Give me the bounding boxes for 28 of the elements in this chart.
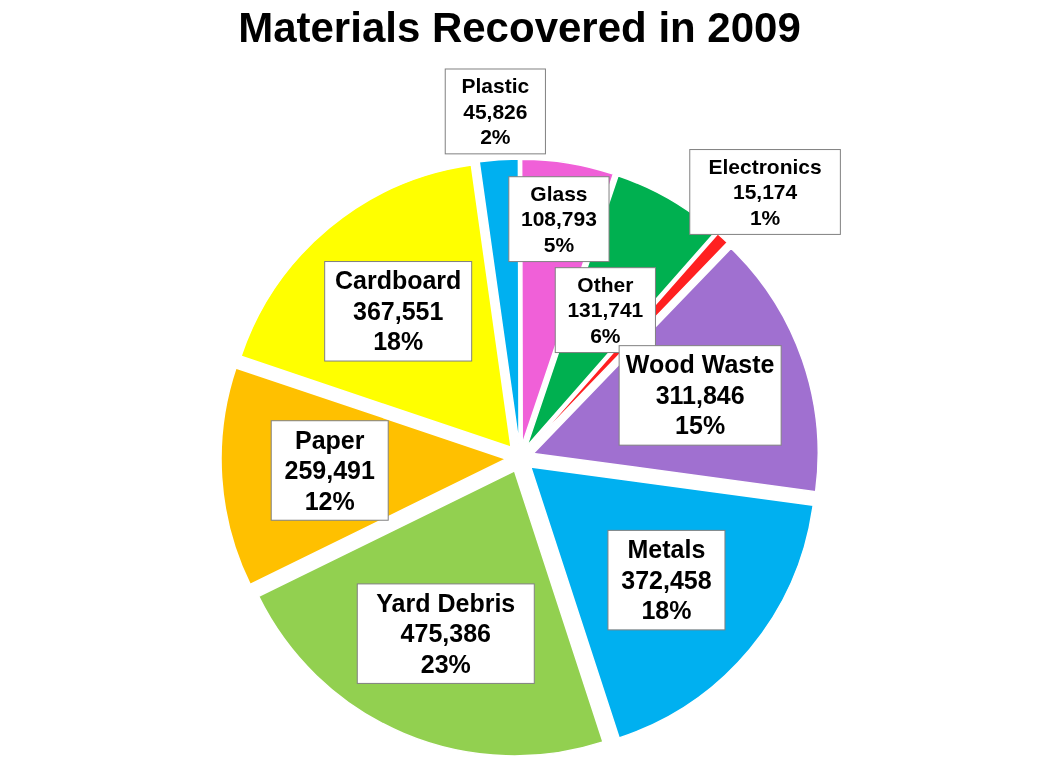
text: 2% <box>480 125 511 149</box>
slice-label: Cardboard <box>334 266 462 295</box>
slice-label: Glass <box>530 181 588 205</box>
slice-label: Paper <box>294 425 365 454</box>
data-label: 15,174 <box>732 180 798 204</box>
text: 1% <box>749 205 781 229</box>
slice-label: Wood Waste <box>625 350 775 379</box>
text: 15% <box>675 411 726 440</box>
data-label: 311,846 <box>655 380 745 409</box>
slice-label: Other <box>577 272 634 296</box>
text: 23% <box>420 649 471 678</box>
text: 5% <box>543 232 575 256</box>
text: 6% <box>590 323 621 347</box>
chart-title: Materials Recovered in 2009 <box>238 4 801 51</box>
text: 18% <box>641 596 692 625</box>
slice-label: Electronics <box>708 154 822 178</box>
data-label: 367,551 <box>352 296 444 325</box>
data-label: 45,826 <box>463 99 528 123</box>
text: 18% <box>373 327 424 356</box>
slice-label: Metals <box>627 535 706 564</box>
slice-label: Plastic <box>461 73 530 97</box>
slice-label: Yard Debris <box>376 588 516 617</box>
data-label: 108,793 <box>520 207 597 231</box>
data-label: 259,491 <box>284 456 375 485</box>
text: 12% <box>304 486 355 515</box>
data-label: 372,458 <box>621 565 712 594</box>
data-label: 131,741 <box>567 298 644 322</box>
data-label: 475,386 <box>400 619 491 648</box>
